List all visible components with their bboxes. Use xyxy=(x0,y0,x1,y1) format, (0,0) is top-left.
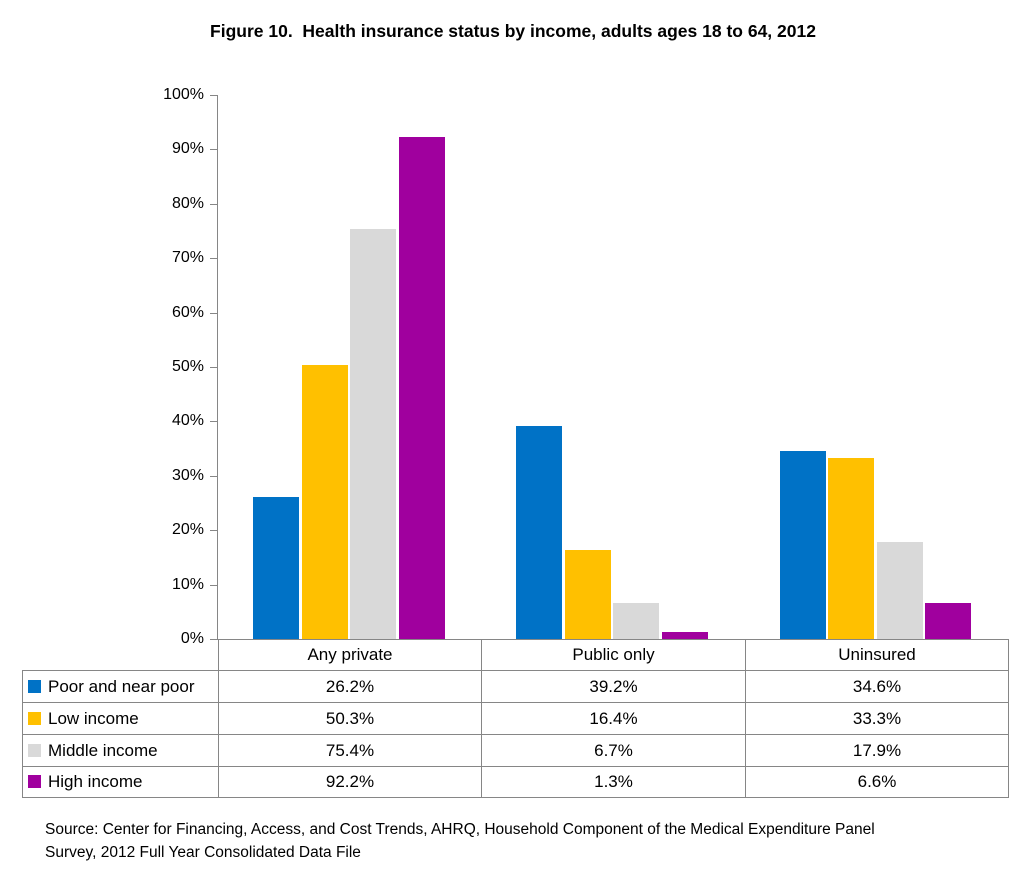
y-axis-tick xyxy=(210,95,218,96)
y-axis-tick-label: 50% xyxy=(171,358,204,375)
bar-middle-income-uninsured xyxy=(877,541,923,639)
table-row-high-income: High income 92.2% 1.3% 6.6% xyxy=(22,766,1009,798)
category-header-public-only: Public only xyxy=(481,639,746,671)
legend-cell-low-income: Low income xyxy=(22,702,219,735)
y-axis-tick-label: 10% xyxy=(171,576,204,593)
table-value-cell: 75.4% xyxy=(218,734,482,767)
bar-low-income-any-private xyxy=(302,365,348,639)
y-axis-tick-label: 40% xyxy=(171,412,204,429)
bar-high-income-public-only xyxy=(662,631,708,639)
bar-low-income-public-only xyxy=(565,549,611,639)
legend-cell-middle-income: Middle income xyxy=(22,734,219,767)
category-header-uninsured: Uninsured xyxy=(745,639,1009,671)
y-axis-tick-label: 100% xyxy=(163,86,204,103)
y-axis-tick-label: 90% xyxy=(171,140,204,157)
table-row-middle-income: Middle income 75.4% 6.7% 17.9% xyxy=(22,734,1009,767)
y-axis-tick xyxy=(210,204,218,205)
table-row-poor-and-near-poor: Poor and near poor 26.2% 39.2% 34.6% xyxy=(22,670,1009,703)
y-axis-tick xyxy=(210,258,218,259)
data-table: Any private Public only Uninsured Poor and… xyxy=(22,639,1009,798)
y-axis-tick xyxy=(210,421,218,422)
y-axis-tick-label: 80% xyxy=(171,195,204,212)
y-axis-tick-label: 20% xyxy=(171,521,204,538)
table-value-cell: 26.2% xyxy=(218,670,482,703)
y-axis-tick-label: 60% xyxy=(171,304,204,321)
legend-label: Poor and near poor xyxy=(48,676,195,696)
legend-label: High income xyxy=(48,772,143,791)
bar-high-income-any-private xyxy=(399,137,445,639)
y-axis-tick xyxy=(210,313,218,314)
y-axis-tick-label: 70% xyxy=(171,249,204,266)
table-value-cell: 92.2% xyxy=(218,766,482,798)
legend-label: Middle income xyxy=(48,740,158,760)
table-value-cell: 17.9% xyxy=(745,734,1009,767)
legend-swatch-high-income xyxy=(28,775,41,788)
table-value-cell: 50.3% xyxy=(218,702,482,735)
bar-low-income-uninsured xyxy=(828,457,874,639)
y-axis-tick xyxy=(210,585,218,586)
legend-cell-high-income: High income xyxy=(22,766,219,798)
table-value-cell: 6.6% xyxy=(745,766,1009,798)
y-axis-tick xyxy=(210,367,218,368)
source-note-line1: Source: Center for Financing, Access, an… xyxy=(45,821,875,838)
table-value-cell: 34.6% xyxy=(745,670,1009,703)
bar-poor-and-near-poor-any-private xyxy=(253,496,299,639)
table-value-cell: 16.4% xyxy=(481,702,746,735)
table-row-low-income: Low income 50.3% 16.4% 33.3% xyxy=(22,702,1009,735)
bar-high-income-uninsured xyxy=(925,603,971,639)
bar-poor-and-near-poor-public-only xyxy=(516,425,562,639)
table-value-cell: 6.7% xyxy=(481,734,746,767)
y-axis-tick-label: 0% xyxy=(180,630,204,647)
y-axis-tick xyxy=(210,530,218,531)
legend-cell-poor-and-near-poor: Poor and near poor xyxy=(22,670,219,703)
legend-label: Low income xyxy=(48,708,139,728)
y-axis-tick xyxy=(210,149,218,150)
figure-title: Figure 10. Health insurance status by in… xyxy=(210,21,816,41)
legend-swatch-poor-and-near-poor xyxy=(28,679,41,693)
legend-swatch-low-income xyxy=(28,711,41,725)
y-axis-tick-label: 30% xyxy=(171,467,204,484)
y-axis-tick xyxy=(210,639,218,640)
table-value-cell: 39.2% xyxy=(481,670,746,703)
bar-middle-income-any-private xyxy=(350,228,396,639)
data-table-header: Any private Public only Uninsured xyxy=(23,639,1009,671)
table-corner-cell xyxy=(23,640,219,671)
table-value-cell: 1.3% xyxy=(481,766,746,798)
source-note: Source: Center for Financing, Access, an… xyxy=(45,819,995,864)
category-header-any-private: Any private xyxy=(218,639,482,671)
source-note-line2: Survey, 2012 Full Year Consolidated Data… xyxy=(45,843,361,861)
table-value-cell: 33.3% xyxy=(745,702,1009,735)
y-axis-tick xyxy=(210,476,218,477)
bar-middle-income-public-only xyxy=(613,602,659,639)
data-table-body: Poor and near poor 26.2% 39.2% 34.6% Low inc… xyxy=(22,670,1009,798)
legend-swatch-middle-income xyxy=(28,743,41,757)
bar-poor-and-near-poor-uninsured xyxy=(780,450,826,639)
